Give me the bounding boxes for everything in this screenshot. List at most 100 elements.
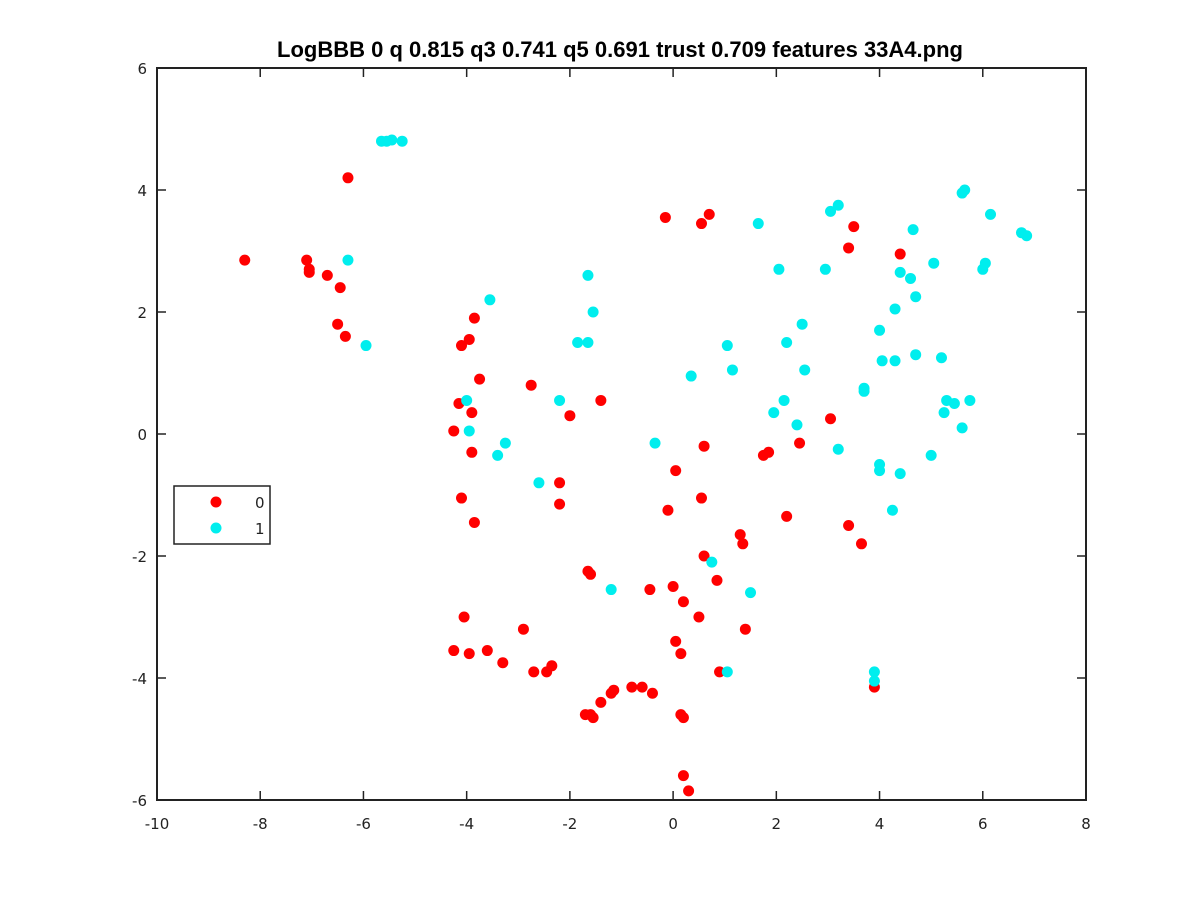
- data-point: [886, 504, 898, 516]
- data-point: [386, 134, 398, 146]
- data-point: [714, 666, 726, 678]
- data-point: [525, 379, 537, 391]
- data-point: [626, 681, 638, 693]
- data-point: [855, 538, 867, 550]
- x-tick-label: -10: [145, 815, 170, 833]
- data-point: [905, 272, 917, 284]
- data-point: [948, 398, 960, 409]
- data-point: [492, 449, 504, 461]
- data-point: [585, 568, 597, 580]
- data-point: [587, 306, 599, 318]
- data-point: [985, 208, 997, 220]
- data-point: [825, 413, 837, 425]
- data-point: [605, 584, 617, 596]
- data-point: [964, 394, 976, 406]
- data-point: [894, 468, 906, 480]
- x-tick-label: 2: [772, 815, 782, 833]
- data-point: [799, 364, 811, 376]
- data-point: [670, 465, 682, 477]
- data-point: [303, 266, 315, 278]
- data-point: [819, 263, 831, 275]
- data-point: [644, 584, 656, 596]
- data-point: [848, 221, 860, 233]
- plot-area: [156, 67, 1087, 801]
- series-1: [342, 134, 1033, 687]
- data-point: [466, 446, 478, 458]
- data-point: [677, 712, 689, 724]
- data-point: [239, 254, 251, 266]
- data-point: [677, 770, 689, 782]
- legend-label-1: 1: [255, 520, 265, 538]
- y-tick-label: -6: [132, 792, 147, 810]
- data-point: [554, 477, 566, 489]
- data-point: [868, 675, 880, 687]
- data-point: [894, 266, 906, 278]
- data-point: [675, 648, 687, 660]
- data-point: [461, 394, 473, 406]
- x-tick-label: 8: [1081, 815, 1091, 833]
- data-point: [928, 257, 940, 269]
- data-point: [339, 330, 351, 342]
- data-points: [239, 134, 1033, 797]
- y-tick-label: 0: [137, 426, 147, 444]
- data-point: [791, 419, 803, 431]
- data-point: [832, 443, 844, 455]
- data-point: [698, 440, 710, 452]
- data-point: [874, 324, 886, 336]
- data-point: [894, 248, 906, 260]
- data-point: [554, 394, 566, 406]
- x-tick-label: 0: [668, 815, 678, 833]
- y-tick-label: -2: [132, 548, 147, 566]
- data-point: [796, 318, 808, 330]
- data-point: [463, 425, 475, 437]
- data-point: [301, 254, 313, 266]
- data-point: [484, 294, 496, 306]
- legend: 0 1: [173, 485, 271, 545]
- y-tick-label: 4: [137, 182, 147, 200]
- data-point: [737, 538, 749, 550]
- x-tick-label: -6: [356, 815, 371, 833]
- data-point: [703, 208, 715, 220]
- data-point: [608, 684, 620, 696]
- data-point: [695, 218, 707, 230]
- data-point: [781, 337, 793, 348]
- data-point: [907, 224, 919, 236]
- data-point: [649, 437, 661, 449]
- data-point: [321, 269, 333, 281]
- data-point: [582, 337, 594, 348]
- data-point: [533, 477, 545, 489]
- data-point: [706, 556, 718, 568]
- data-point: [711, 574, 723, 586]
- chart-title: LogBBB 0 q 0.815 q3 0.741 q5 0.691 trust…: [277, 37, 963, 62]
- data-point: [528, 666, 540, 678]
- data-point: [889, 303, 901, 315]
- x-tick-label: 6: [978, 815, 988, 833]
- data-point: [670, 635, 682, 647]
- data-point: [466, 407, 478, 419]
- data-point: [794, 437, 806, 449]
- data-point: [396, 135, 408, 147]
- data-point: [474, 373, 486, 385]
- x-tick-label: -8: [253, 815, 268, 833]
- data-point: [910, 291, 922, 303]
- data-point: [582, 269, 594, 281]
- data-point: [587, 712, 599, 724]
- data-point: [342, 254, 354, 266]
- data-point: [778, 394, 790, 406]
- data-point: [554, 498, 566, 510]
- data-point: [938, 407, 950, 419]
- data-point: [956, 422, 968, 434]
- data-point: [497, 657, 509, 669]
- data-point: [595, 696, 607, 708]
- data-point: [564, 410, 576, 422]
- data-point: [448, 645, 460, 657]
- data-point: [752, 218, 764, 230]
- data-point: [646, 687, 658, 699]
- data-point: [683, 785, 695, 797]
- data-point: [745, 587, 757, 599]
- x-tick-label: 4: [875, 815, 885, 833]
- data-point: [734, 529, 746, 541]
- data-point: [739, 623, 751, 635]
- data-point: [517, 623, 529, 635]
- data-point: [781, 510, 793, 522]
